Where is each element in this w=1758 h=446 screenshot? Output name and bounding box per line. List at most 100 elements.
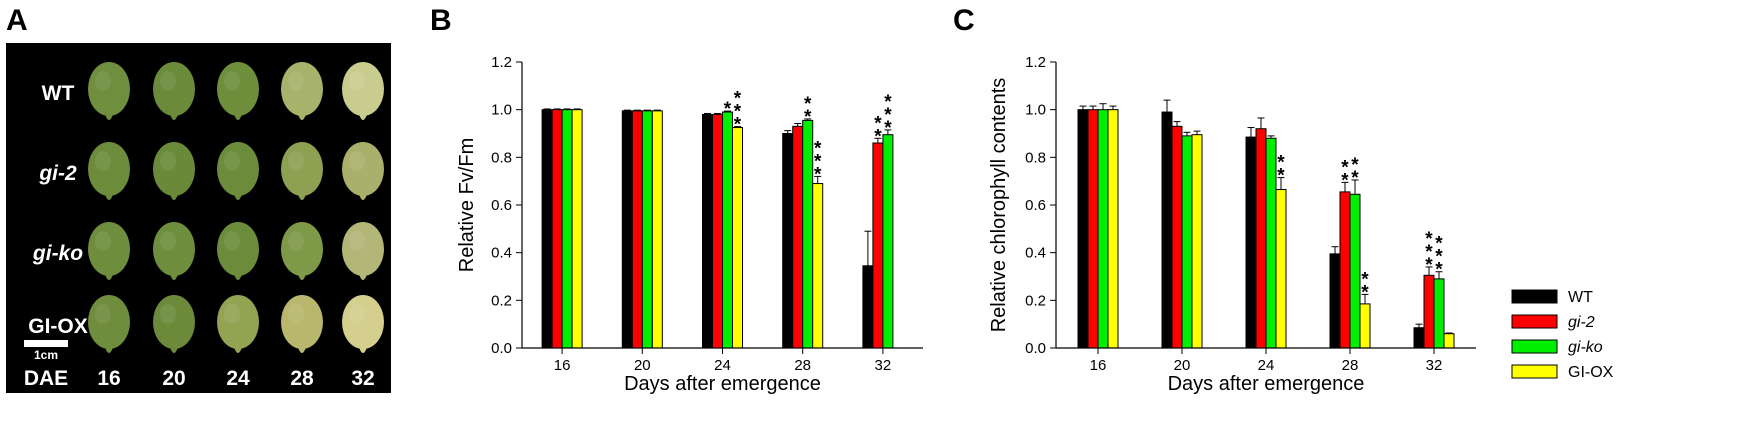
leaf-image	[217, 295, 259, 353]
panel-letter-a: A	[6, 4, 28, 37]
bar	[1087, 109, 1099, 349]
bar	[872, 142, 884, 349]
leaf-image	[342, 142, 384, 200]
panel-letter-c: C	[953, 4, 975, 37]
bar	[802, 119, 814, 349]
y-tick-label: 0.8	[491, 149, 512, 166]
significance-mark: * *	[1361, 269, 1369, 303]
legend-swatch	[1511, 289, 1558, 304]
leaf-image	[153, 62, 195, 120]
y-tick-label: 1.2	[1025, 54, 1046, 71]
day-label: 16	[97, 367, 120, 390]
x-tick-label: 20	[1174, 357, 1191, 374]
significance-mark: * *	[1351, 155, 1359, 189]
bar	[1423, 274, 1435, 349]
leaf-image	[153, 142, 195, 200]
bar	[1275, 189, 1287, 349]
bar	[712, 113, 723, 349]
row-label: WT	[42, 82, 75, 105]
bar	[541, 109, 553, 349]
bar	[1077, 109, 1089, 349]
significance-mark: * *	[1277, 153, 1285, 187]
leaf-grid	[88, 62, 384, 353]
fvfm-bar-chart: ** * ** ** * ** ** * * 0.00.20.40.60.81.01.216 20…	[456, 54, 923, 395]
day-label: 24	[226, 367, 250, 390]
bar	[1265, 137, 1277, 349]
significance-mark: *	[724, 99, 732, 120]
bar	[631, 110, 643, 349]
x-axis-title: Days after emergence	[1168, 373, 1365, 395]
day-label: 32	[351, 367, 374, 390]
y-tick-label: 0.8	[1025, 149, 1046, 166]
x-tick-label: 20	[634, 357, 651, 374]
leaf-photo-panel: WT gi-2 gi-ko GI-OX 1cm DAE 16 20 24 28 32	[6, 43, 391, 393]
bar	[1413, 327, 1425, 349]
bar	[862, 265, 874, 349]
legend-label: GI-OX	[1568, 364, 1614, 381]
day-labels: 16 20 24 28 32	[97, 367, 374, 390]
leaf-image	[88, 295, 130, 353]
leaf-image	[281, 142, 323, 200]
y-axis-title: Relative Fv/Fm	[456, 138, 478, 272]
leaf-image	[342, 295, 384, 353]
bar	[621, 110, 633, 349]
y-tick-label: 0.2	[1025, 292, 1046, 309]
photo-background	[6, 43, 391, 393]
y-tick-label: 0.4	[1025, 245, 1046, 262]
legend-label: gi-ko	[1568, 339, 1603, 356]
leaf-image	[88, 222, 130, 280]
leaf-image	[281, 62, 323, 120]
y-axis-title: Relative chlorophyll contents	[988, 78, 1010, 333]
x-tick-label: 28	[794, 357, 811, 374]
leaf-image	[342, 62, 384, 120]
chlorophyll-bar-chart: * * * ** ** ** * ** * * 0.00.20.40.60.81.01.216 20…	[988, 54, 1476, 395]
significance-mark: * *	[1341, 157, 1349, 191]
leaf-image	[217, 222, 259, 280]
legend-swatch	[1511, 314, 1558, 329]
bar	[571, 109, 583, 349]
legend-label: WT	[1568, 289, 1593, 306]
bar	[702, 113, 713, 349]
x-tick-label: 24	[1258, 357, 1275, 374]
scale-bar	[24, 340, 68, 347]
y-tick-label: 0.0	[491, 340, 512, 357]
bar	[722, 111, 733, 349]
bar	[1107, 109, 1119, 349]
bar	[1161, 111, 1173, 349]
bar	[732, 127, 743, 349]
row-label: gi-ko	[32, 242, 83, 265]
leaf-image	[88, 142, 130, 200]
leaf-image	[217, 62, 259, 120]
y-tick-label: 0.6	[1025, 197, 1046, 214]
bar	[812, 183, 824, 349]
panel-letter-b: B	[430, 4, 452, 37]
y-tick-label: 0.2	[491, 292, 512, 309]
bar	[1443, 333, 1455, 349]
bar	[1255, 128, 1267, 349]
leaf-image	[153, 222, 195, 280]
y-tick-label: 0.6	[491, 197, 512, 214]
significance-mark: * * *	[884, 92, 892, 139]
bar	[1191, 134, 1203, 349]
day-label: 20	[162, 367, 185, 390]
dae-label: DAE	[24, 367, 68, 390]
y-tick-label: 0.0	[1025, 340, 1046, 357]
legend-swatch	[1511, 364, 1558, 379]
bar	[1097, 109, 1109, 349]
bar	[882, 134, 894, 349]
bar	[651, 110, 663, 349]
bar	[1329, 253, 1341, 349]
bar	[1339, 191, 1351, 349]
significance-mark: * * *	[1435, 234, 1443, 281]
x-tick-label: 32	[1426, 357, 1443, 374]
bar	[1245, 136, 1257, 349]
legend: WT gi-2 gi-ko GI-OX	[1511, 289, 1614, 381]
leaf-image	[153, 295, 195, 353]
bar	[792, 125, 804, 349]
bar	[1171, 125, 1183, 349]
bar	[561, 109, 573, 349]
x-axis-title: Days after emergence	[624, 373, 821, 395]
x-tick-label: 28	[1342, 357, 1359, 374]
day-label: 28	[290, 367, 314, 390]
legend-swatch	[1511, 339, 1558, 354]
